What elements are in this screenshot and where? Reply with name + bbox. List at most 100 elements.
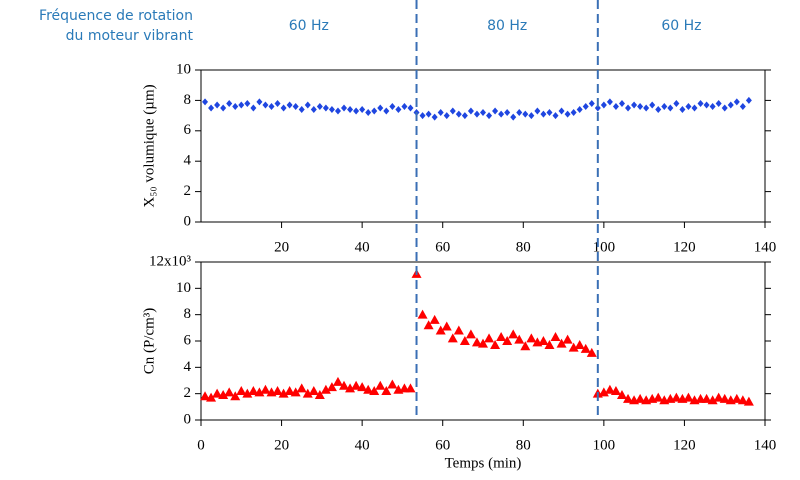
point bbox=[248, 386, 259, 396]
point bbox=[697, 99, 704, 107]
point bbox=[302, 388, 313, 398]
region-label: 80 Hz bbox=[487, 18, 527, 34]
point bbox=[570, 109, 577, 117]
point bbox=[486, 112, 493, 120]
point bbox=[540, 110, 547, 118]
point bbox=[703, 101, 710, 109]
annotation: Fréquence de rotation bbox=[39, 8, 193, 24]
point bbox=[685, 102, 692, 110]
point bbox=[202, 98, 209, 106]
point bbox=[332, 376, 343, 386]
point bbox=[316, 102, 323, 110]
point bbox=[604, 384, 615, 394]
point bbox=[679, 106, 686, 114]
point bbox=[250, 104, 257, 112]
point bbox=[212, 388, 223, 398]
point bbox=[667, 104, 674, 112]
point bbox=[254, 387, 265, 397]
point bbox=[351, 380, 362, 390]
x-tick-label: 20 bbox=[274, 437, 289, 453]
x-tick-label: 80 bbox=[516, 239, 531, 255]
point bbox=[510, 113, 517, 121]
y-tick-label: 6 bbox=[184, 332, 192, 348]
point bbox=[383, 107, 390, 115]
point bbox=[200, 391, 211, 401]
point bbox=[490, 339, 501, 349]
x-axis-label: Temps (min) bbox=[445, 455, 522, 471]
point bbox=[453, 325, 464, 335]
y-tick-label: 10 bbox=[176, 280, 191, 296]
point bbox=[425, 110, 432, 118]
point bbox=[206, 392, 217, 402]
point bbox=[484, 333, 495, 343]
point bbox=[238, 101, 245, 109]
point bbox=[616, 389, 627, 399]
point bbox=[218, 389, 229, 399]
point bbox=[719, 393, 730, 403]
y-tick-label: 8 bbox=[184, 306, 192, 322]
point bbox=[502, 336, 513, 345]
point bbox=[314, 389, 325, 399]
point bbox=[562, 334, 573, 344]
y-tick-label: 0 bbox=[184, 213, 192, 229]
point bbox=[655, 106, 662, 114]
x-tick-label: 40 bbox=[355, 437, 370, 453]
y-tick-label: 8 bbox=[184, 92, 192, 108]
point bbox=[526, 333, 537, 343]
point bbox=[407, 104, 414, 112]
point bbox=[363, 384, 374, 394]
point bbox=[737, 395, 748, 405]
point bbox=[610, 386, 621, 396]
point bbox=[459, 336, 470, 345]
point bbox=[496, 332, 507, 342]
point bbox=[224, 387, 235, 397]
point bbox=[353, 107, 360, 115]
point bbox=[320, 384, 331, 394]
point bbox=[745, 96, 752, 104]
point bbox=[473, 110, 480, 118]
point bbox=[290, 387, 301, 397]
point bbox=[480, 109, 486, 117]
point bbox=[546, 109, 553, 117]
region-label: 60 Hz bbox=[289, 18, 329, 34]
x-tick-label: 140 bbox=[754, 437, 777, 453]
y-tick-label: 10 bbox=[176, 61, 191, 77]
point bbox=[701, 393, 712, 403]
point bbox=[326, 382, 337, 392]
point bbox=[538, 336, 549, 345]
point bbox=[298, 106, 305, 114]
y-axis-label: X₅₀ volumique (µm) bbox=[141, 84, 157, 207]
point bbox=[280, 104, 287, 112]
point bbox=[635, 393, 646, 403]
point bbox=[528, 112, 535, 120]
point bbox=[429, 314, 440, 324]
point bbox=[387, 379, 398, 389]
point bbox=[322, 104, 329, 112]
point bbox=[576, 106, 583, 114]
point bbox=[244, 99, 251, 107]
point bbox=[208, 104, 215, 112]
point bbox=[455, 110, 462, 118]
point bbox=[369, 386, 380, 396]
point bbox=[262, 101, 269, 109]
point bbox=[625, 104, 632, 112]
point bbox=[441, 321, 452, 331]
point bbox=[431, 113, 438, 121]
point bbox=[296, 383, 307, 393]
point bbox=[471, 337, 482, 347]
y-tick-label: 4 bbox=[184, 359, 192, 375]
point bbox=[443, 112, 450, 120]
point bbox=[649, 101, 656, 109]
point bbox=[586, 347, 597, 357]
point bbox=[661, 102, 668, 110]
point bbox=[673, 99, 680, 107]
point bbox=[328, 106, 335, 114]
point bbox=[334, 107, 341, 115]
point bbox=[226, 99, 233, 107]
point bbox=[709, 102, 716, 110]
point bbox=[339, 380, 350, 390]
y-tick-label: 2 bbox=[184, 183, 192, 199]
point bbox=[582, 102, 589, 110]
x-tick-label: 40 bbox=[355, 239, 370, 255]
point bbox=[308, 386, 319, 396]
